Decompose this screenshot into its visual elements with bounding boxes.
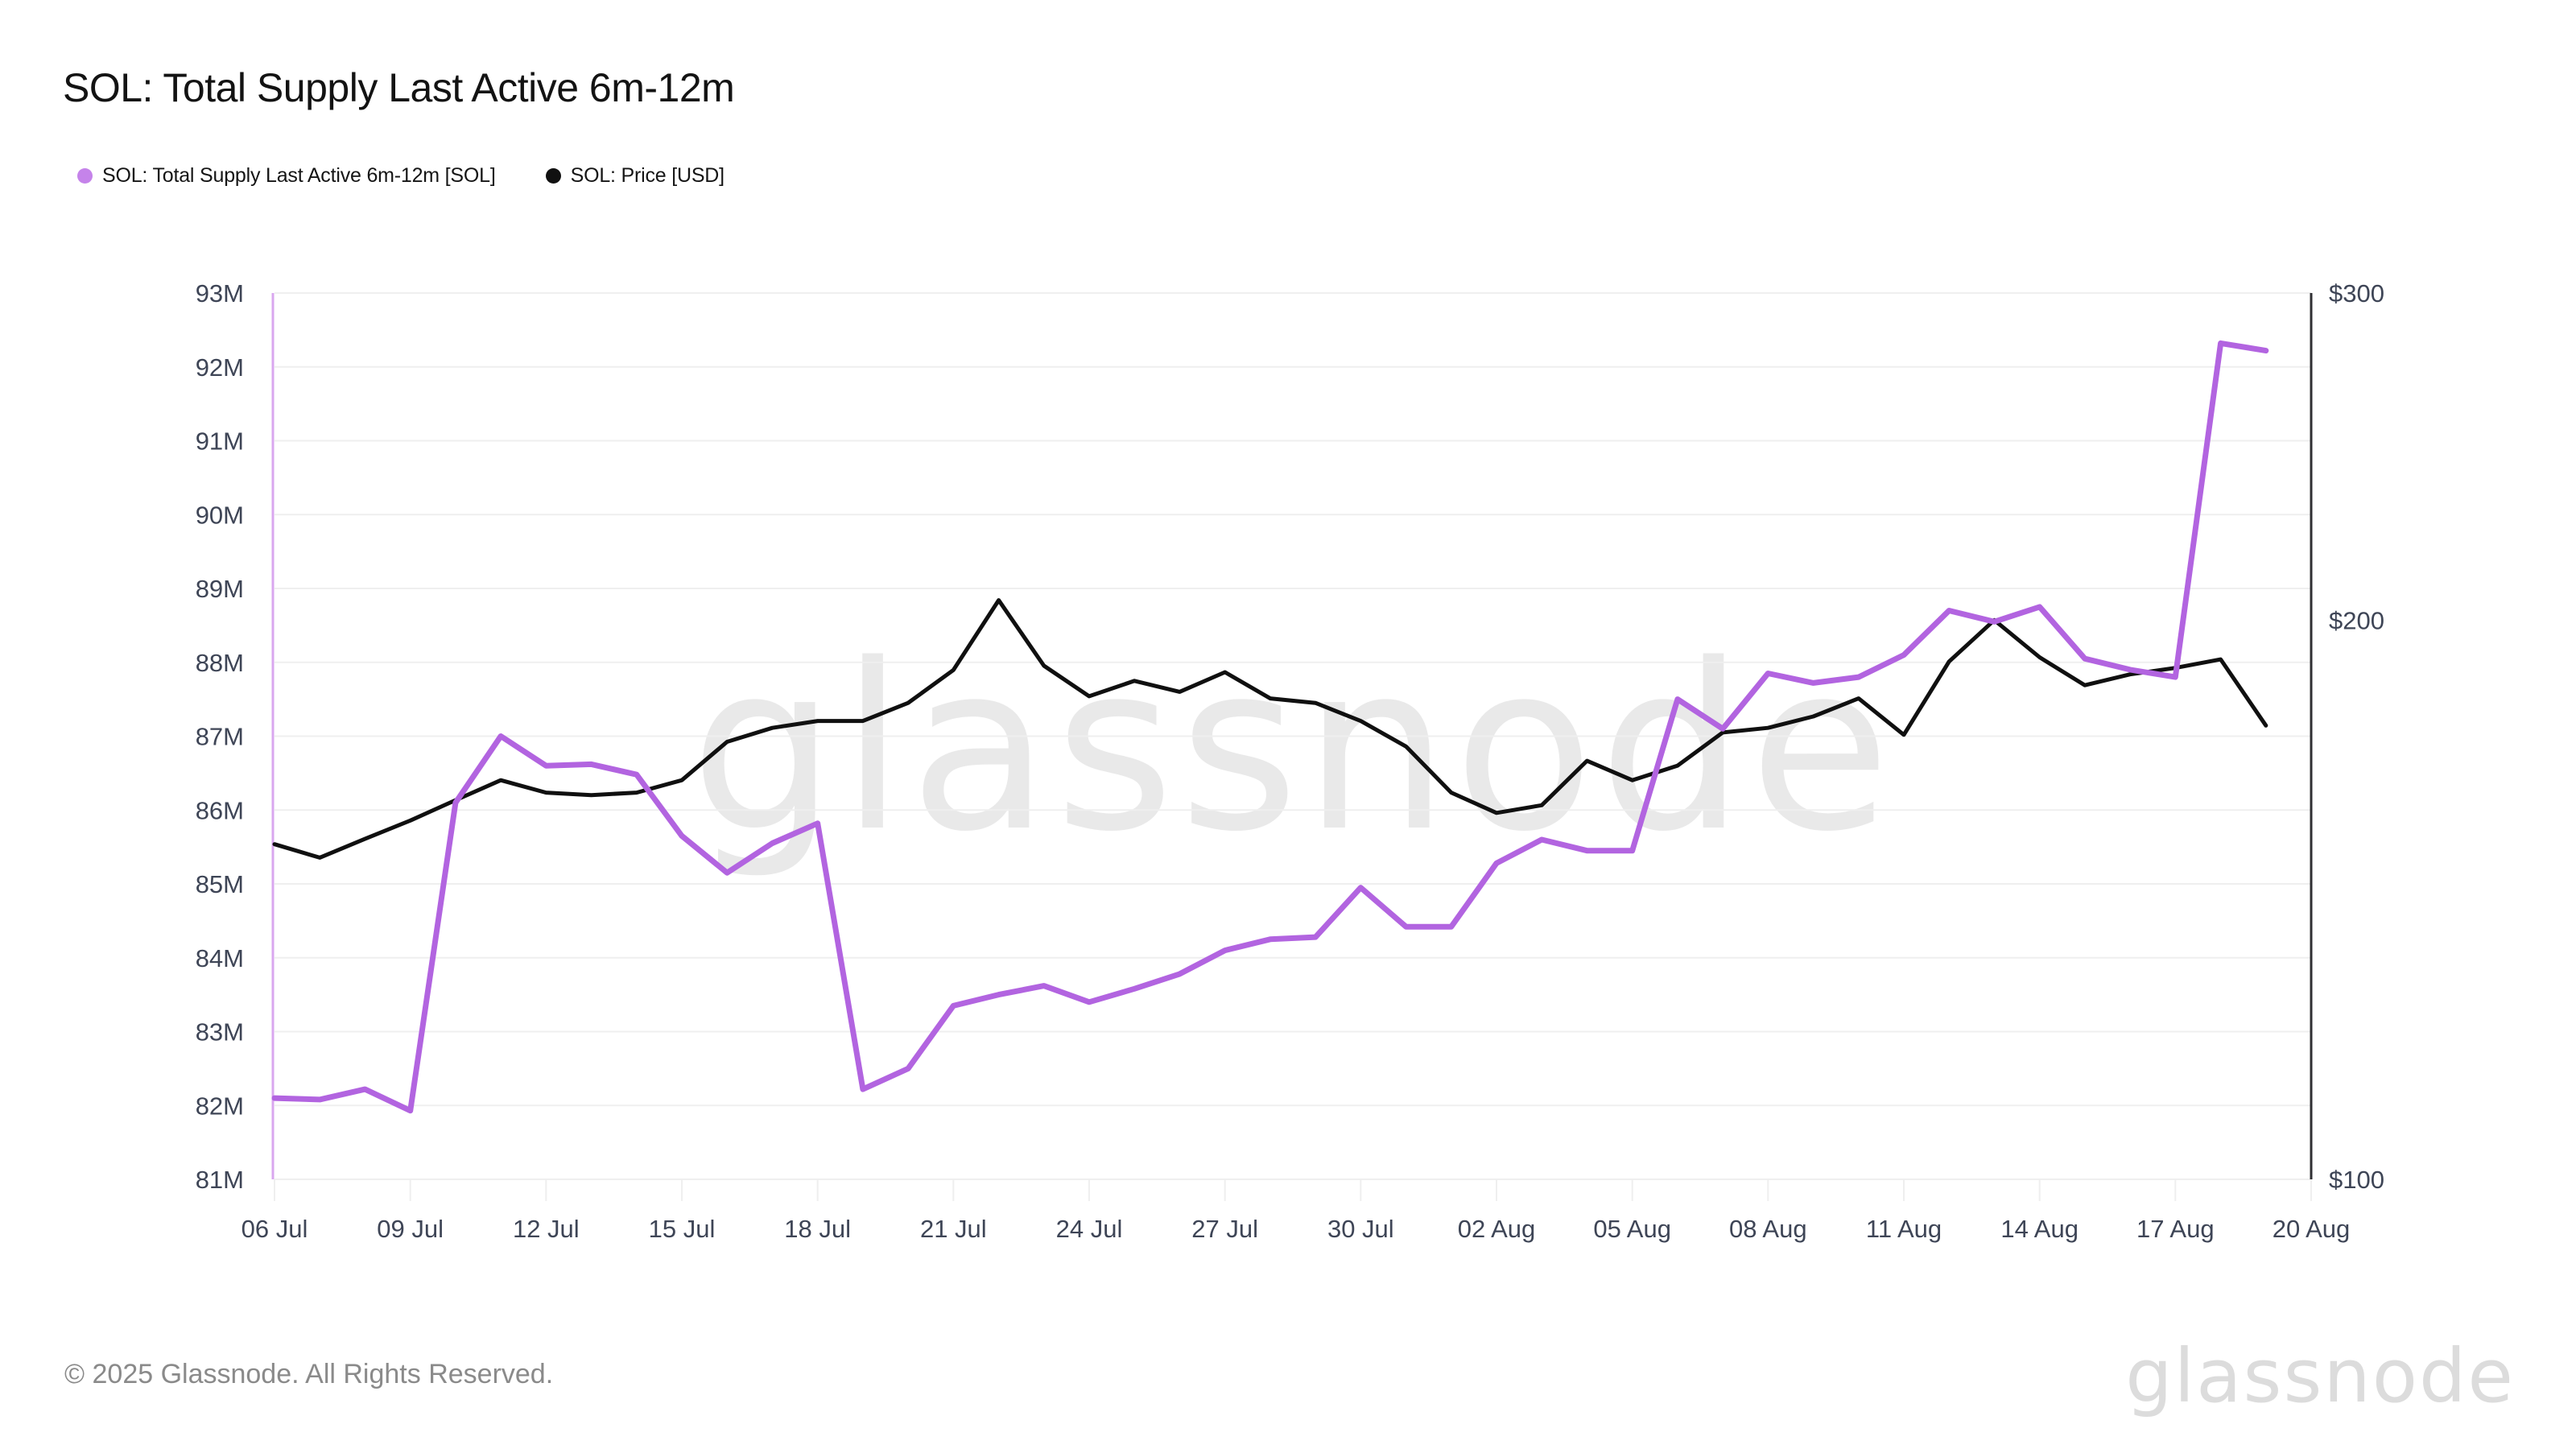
x-axis-label: 02 Aug (1458, 1215, 1536, 1243)
x-axis-label: 06 Jul (242, 1215, 308, 1243)
x-axis-label: 11 Aug (1866, 1215, 1942, 1243)
x-axis-label: 12 Jul (513, 1215, 580, 1243)
legend-item-price[interactable]: SOL: Price [USD] (545, 164, 724, 188)
y-axis-left-label: 81M (196, 1166, 244, 1194)
y-axis-right-label: $100 (2329, 1166, 2384, 1194)
x-axis-label: 14 Aug (2000, 1215, 2079, 1243)
supply-line[interactable] (271, 340, 2269, 1114)
x-axis-label: 05 Aug (1593, 1215, 1671, 1243)
x-axis-label: 15 Jul (649, 1215, 716, 1243)
price-series-dot-icon (545, 168, 561, 184)
y-axis-right-label: $200 (2329, 606, 2384, 634)
legend: SOL: Total Supply Last Active 6m-12m [SO… (77, 164, 724, 188)
x-axis-label: 24 Jul (1056, 1215, 1123, 1243)
chart-watermark: glassnode (691, 615, 1896, 882)
y-axis-left-label: 92M (196, 353, 244, 382)
y-axis-left-label: 91M (196, 427, 244, 456)
page-title: SOL: Total Supply Last Active 6m-12m (63, 65, 735, 110)
y-axis-left-label: 85M (196, 870, 244, 898)
price-line[interactable] (272, 598, 2268, 860)
x-axis-label: 20 Aug (2273, 1215, 2351, 1243)
y-axis-left-label: 93M (196, 279, 244, 308)
plot-area[interactable] (275, 293, 2311, 1179)
y-axis-left-label: 88M (196, 649, 244, 677)
legend-label-supply: SOL: Total Supply Last Active 6m-12m [SO… (102, 164, 496, 187)
x-axis-label: 30 Jul (1327, 1215, 1394, 1243)
y-axis-left-label: 86M (196, 796, 244, 824)
footer-copyright: © 2025 Glassnode. All Rights Reserved. (64, 1359, 554, 1389)
legend-item-supply[interactable]: SOL: Total Supply Last Active 6m-12m [SO… (77, 164, 496, 188)
x-axis-label: 27 Jul (1191, 1215, 1258, 1243)
y-axis-left-label: 83M (196, 1018, 244, 1046)
y-axis-right-label: $300 (2329, 279, 2384, 308)
y-axis-left-label: 87M (196, 723, 244, 751)
x-axis-label: 21 Jul (920, 1215, 987, 1243)
legend-label-price: SOL: Price [USD] (570, 164, 724, 187)
x-axis-label: 18 Jul (784, 1215, 851, 1243)
x-axis-label: 09 Jul (377, 1215, 444, 1243)
x-axis-label: 17 Aug (2136, 1215, 2215, 1243)
y-axis-left-label: 84M (196, 944, 244, 972)
x-axis-label: 08 Aug (1729, 1215, 1807, 1243)
y-axis-left-label: 82M (196, 1092, 244, 1120)
supply-series-dot-icon (77, 168, 93, 184)
y-axis-left-label: 89M (196, 575, 244, 603)
glassnode-wordmark: glassnode (2125, 1333, 2515, 1419)
y-axis-left-label: 90M (196, 501, 244, 529)
